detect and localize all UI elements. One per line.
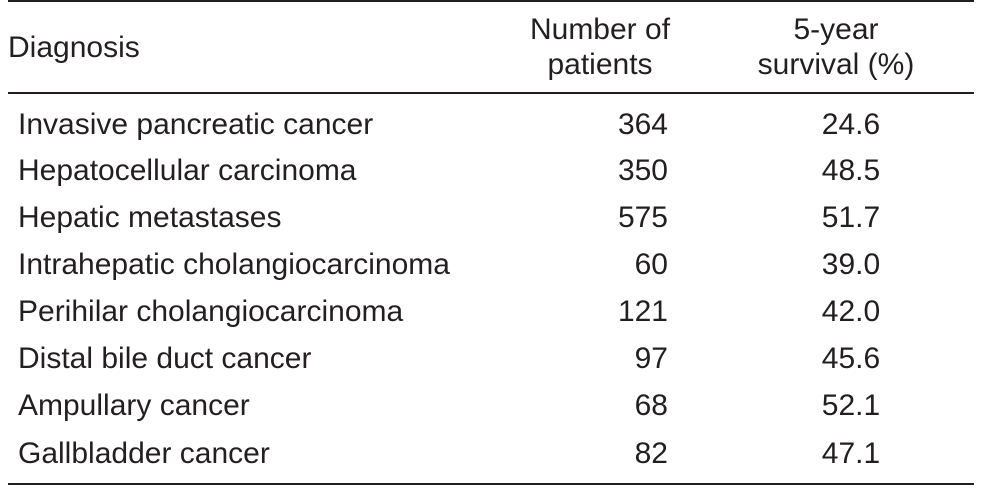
table-row: Perihilar cholangiocarcinoma 121 42.0 [8, 288, 974, 335]
cell-survival: 45.6 [821, 341, 881, 375]
cell-diagnosis: Hepatocellular carcinoma [18, 153, 357, 187]
cell-diagnosis: Hepatic metastases [18, 200, 282, 234]
header-diagnosis: Diagnosis [8, 1, 502, 93]
header-number-of-patients: Number of patients [502, 1, 698, 93]
header-survival-line2: survival (%) [757, 48, 915, 81]
header-patients-line2: patients [547, 48, 653, 81]
cell-survival: 52.1 [821, 388, 881, 422]
table-row: Hepatocellular carcinoma 350 48.5 [8, 147, 974, 194]
table-row: Intrahepatic cholangiocarcinoma 60 39.0 [8, 241, 974, 288]
cell-survival: 48.5 [821, 153, 881, 187]
survival-table-container: Diagnosis Number of patients 5-year surv… [8, 0, 974, 485]
cell-patients: 350 [617, 153, 668, 187]
cell-patients: 364 [617, 107, 668, 141]
cell-patients: 575 [617, 200, 668, 234]
header-survival-line1: 5-year [793, 13, 879, 46]
cell-patients: 60 [634, 247, 668, 281]
cell-patients: 68 [634, 388, 668, 422]
cell-diagnosis: Ampullary cancer [18, 388, 250, 422]
cell-survival: 42.0 [821, 294, 881, 328]
cell-survival: 39.0 [821, 247, 881, 281]
cell-patients: 97 [634, 341, 668, 375]
table-row: Ampullary cancer 68 52.1 [8, 382, 974, 429]
survival-table: Diagnosis Number of patients 5-year surv… [8, 0, 974, 485]
cell-diagnosis: Distal bile duct cancer [18, 341, 312, 375]
table-header: Diagnosis Number of patients 5-year surv… [8, 1, 974, 93]
header-patients-line1: Number of [529, 13, 671, 46]
cell-survival: 47.1 [821, 437, 881, 470]
table-row: Distal bile duct cancer 97 45.6 [8, 335, 974, 382]
table-row: Invasive pancreatic cancer 364 24.6 [8, 93, 974, 147]
header-diagnosis-label: Diagnosis [8, 30, 140, 64]
cell-diagnosis: Intrahepatic cholangiocarcinoma [18, 247, 450, 281]
table-row: Hepatic metastases 575 51.7 [8, 194, 974, 241]
cell-patients: 82 [634, 437, 668, 470]
header-row: Diagnosis Number of patients 5-year surv… [8, 1, 974, 93]
table-row: Gallbladder cancer 82 47.1 [8, 429, 974, 484]
table-body: Invasive pancreatic cancer 364 24.6 Hepa… [8, 93, 974, 484]
cell-patients: 121 [617, 294, 668, 328]
cell-survival: 24.6 [821, 107, 881, 141]
cell-survival: 51.7 [821, 200, 881, 234]
header-five-year-survival: 5-year survival (%) [698, 1, 974, 93]
cell-diagnosis: Invasive pancreatic cancer [18, 107, 374, 141]
cell-diagnosis: Gallbladder cancer [18, 437, 270, 470]
cell-diagnosis: Perihilar cholangiocarcinoma [18, 294, 404, 328]
